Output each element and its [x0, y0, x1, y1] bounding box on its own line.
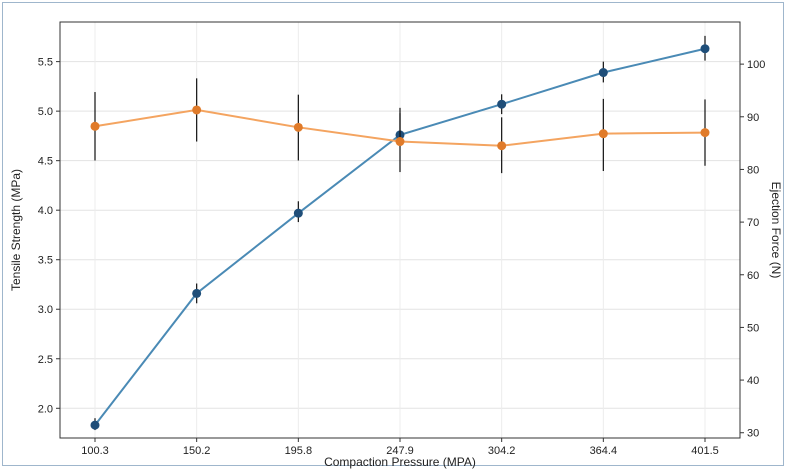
y-tick-label: 2.0	[38, 403, 53, 415]
data-point	[700, 44, 710, 54]
x-tick-label: 150.2	[183, 445, 211, 457]
y2-tick-label: 40	[747, 375, 759, 387]
data-point	[598, 68, 608, 78]
x-tick-label: 364.4	[590, 445, 618, 457]
y-tick-label: 4.5	[38, 156, 53, 168]
y-tick-label: 5.5	[38, 57, 53, 69]
y2-tick-label: 50	[747, 322, 759, 334]
data-point	[395, 137, 405, 147]
data-point	[497, 99, 507, 109]
y-tick-label: 5.0	[38, 106, 53, 118]
data-point	[497, 141, 507, 151]
data-point	[293, 122, 303, 132]
y-axis-label: Tensile Strength (MPa)	[9, 169, 23, 291]
y2-tick-label: 30	[747, 428, 759, 440]
y2-axis-label: Ejection Force (N)	[769, 182, 783, 279]
x-tick-label: 304.2	[488, 445, 516, 457]
y2-tick-label: 80	[747, 164, 759, 176]
data-point	[90, 420, 100, 430]
series-layer	[90, 35, 710, 431]
y2-tick-label: 70	[747, 217, 759, 229]
data-point	[598, 129, 608, 139]
y-tick-label: 4.0	[38, 205, 53, 217]
x-tick-label: 247.9	[386, 445, 414, 457]
x-tick-label: 401.5	[691, 445, 719, 457]
x-tick-label: 100.3	[81, 445, 109, 457]
x-tick-label: 195.8	[285, 445, 313, 457]
data-point	[700, 128, 710, 138]
tick-layer: 2.0 2.5 3.0 3.5 4.0 4.5 5.0 5.5 30 40 50 60 70 80 90 10…	[38, 57, 766, 457]
y-tick-label: 3.0	[38, 304, 53, 316]
y2-tick-label: 90	[747, 112, 759, 124]
grid	[60, 22, 740, 438]
series-2	[90, 78, 710, 174]
data-point	[293, 208, 303, 218]
data-point	[90, 121, 100, 131]
y-tick-label: 3.5	[38, 255, 53, 267]
x-axis-label: Compaction Pressure (MPA)	[324, 455, 476, 469]
data-point	[192, 288, 202, 298]
y2-tick-label: 60	[747, 270, 759, 282]
y2-tick-label: 100	[747, 59, 765, 71]
y-tick-label: 2.5	[38, 354, 53, 366]
data-point	[192, 105, 202, 115]
